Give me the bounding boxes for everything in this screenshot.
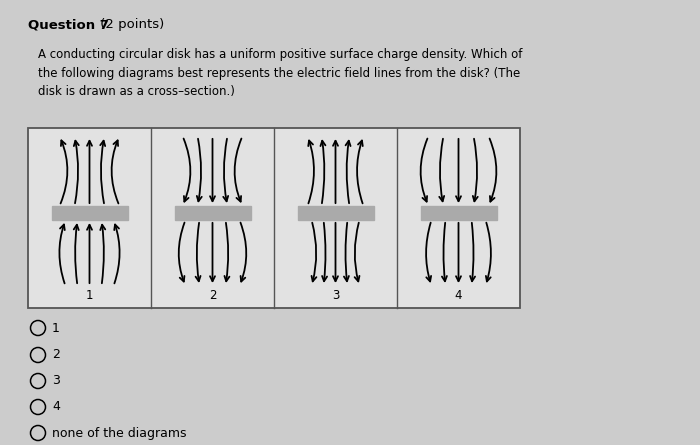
FancyArrowPatch shape — [308, 141, 314, 203]
FancyArrowPatch shape — [241, 222, 246, 282]
FancyArrowPatch shape — [74, 141, 79, 203]
FancyArrowPatch shape — [74, 225, 78, 283]
FancyArrowPatch shape — [87, 225, 92, 283]
FancyArrowPatch shape — [60, 225, 65, 283]
FancyArrowPatch shape — [87, 141, 92, 203]
FancyArrowPatch shape — [357, 141, 363, 203]
Text: 2: 2 — [209, 289, 216, 302]
FancyArrowPatch shape — [421, 138, 428, 202]
Bar — [52, 206, 127, 220]
FancyArrowPatch shape — [312, 222, 316, 281]
Text: (2 points): (2 points) — [96, 18, 164, 31]
Text: 1: 1 — [85, 289, 93, 302]
FancyArrowPatch shape — [234, 138, 241, 202]
Text: 4: 4 — [52, 400, 60, 413]
FancyArrowPatch shape — [322, 223, 327, 281]
FancyArrowPatch shape — [225, 223, 230, 281]
FancyArrowPatch shape — [61, 141, 67, 203]
FancyArrowPatch shape — [470, 223, 475, 281]
FancyArrowPatch shape — [223, 139, 228, 201]
Bar — [174, 206, 251, 220]
FancyArrowPatch shape — [426, 222, 431, 281]
FancyArrowPatch shape — [456, 139, 461, 201]
FancyArrowPatch shape — [439, 139, 444, 201]
FancyArrowPatch shape — [183, 138, 190, 202]
FancyArrowPatch shape — [197, 139, 202, 201]
Bar — [298, 206, 374, 220]
FancyArrowPatch shape — [111, 141, 118, 203]
Bar — [28, 128, 520, 308]
Text: 4: 4 — [455, 289, 462, 302]
FancyArrowPatch shape — [333, 141, 338, 203]
Text: 2: 2 — [52, 348, 60, 361]
Text: A conducting circular disk has a uniform positive surface charge density. Which : A conducting circular disk has a uniform… — [38, 48, 522, 98]
FancyArrowPatch shape — [344, 223, 349, 281]
FancyArrowPatch shape — [442, 223, 447, 281]
FancyArrowPatch shape — [210, 223, 215, 281]
FancyArrowPatch shape — [100, 225, 105, 283]
Bar — [421, 206, 496, 220]
FancyArrowPatch shape — [355, 222, 360, 281]
FancyArrowPatch shape — [195, 223, 200, 281]
Text: Question 7: Question 7 — [28, 18, 109, 31]
Text: none of the diagrams: none of the diagrams — [52, 426, 186, 440]
FancyArrowPatch shape — [489, 138, 496, 202]
FancyArrowPatch shape — [210, 139, 215, 201]
Text: 3: 3 — [332, 289, 340, 302]
FancyArrowPatch shape — [178, 222, 185, 282]
FancyArrowPatch shape — [473, 139, 478, 201]
Text: 1: 1 — [52, 321, 60, 335]
FancyArrowPatch shape — [346, 141, 351, 203]
FancyArrowPatch shape — [114, 225, 120, 283]
Text: 3: 3 — [52, 375, 60, 388]
FancyArrowPatch shape — [333, 223, 338, 281]
FancyArrowPatch shape — [486, 222, 491, 281]
FancyArrowPatch shape — [321, 141, 326, 203]
FancyArrowPatch shape — [456, 223, 461, 281]
FancyArrowPatch shape — [100, 141, 105, 203]
